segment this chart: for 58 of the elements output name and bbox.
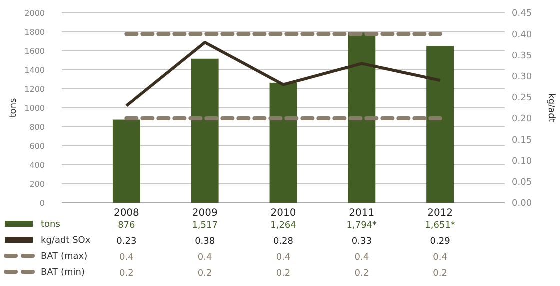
bar xyxy=(348,32,376,203)
y2-tick-label: 0.40 xyxy=(512,30,532,40)
data-label: 0.4 xyxy=(433,253,448,263)
bar xyxy=(270,82,298,203)
y-tick-label: 200 xyxy=(30,180,45,189)
y-tick-label: 1000 xyxy=(24,104,45,113)
x-tick-label: 2012 xyxy=(428,208,454,219)
y-tick-label: 2000 xyxy=(24,8,45,18)
y-tick-label: 1200 xyxy=(24,84,45,94)
legend-label: tons xyxy=(41,220,61,230)
y-tick-label: 1800 xyxy=(24,28,45,37)
legend-label: kg/adt SOx xyxy=(41,236,92,246)
y2-tick-label: 0.35 xyxy=(512,51,532,62)
y-axis-title: tons xyxy=(9,98,19,118)
data-label: 0.2 xyxy=(120,269,134,279)
data-label: 0.33 xyxy=(352,237,372,247)
data-label: 1,264 xyxy=(270,221,297,231)
data-label: 0.2 xyxy=(276,269,291,279)
x-tick-label: 2009 xyxy=(192,208,218,219)
data-label: 0.4 xyxy=(354,253,370,263)
y-tick-label: 1400 xyxy=(24,66,45,75)
y2-tick-label: 0.10 xyxy=(512,156,532,167)
line-series xyxy=(125,41,442,108)
x-tick-label: 2011 xyxy=(349,208,375,219)
data-label: 0.4 xyxy=(198,253,213,263)
data-label: 0.29 xyxy=(430,237,451,247)
y-tick-label: 800 xyxy=(30,122,45,132)
y-tick-label: 1600 xyxy=(24,46,45,56)
data-label: 0.4 xyxy=(120,253,134,263)
y2-tick-label: 0.20 xyxy=(512,114,532,125)
legend-label: BAT (min) xyxy=(41,268,85,278)
x-tick-label: 2008 xyxy=(114,208,140,219)
y2-tick-label: 0.30 xyxy=(512,72,532,82)
legend-label: BAT (max) xyxy=(41,252,88,262)
data-label: 0.2 xyxy=(354,269,370,279)
y2-tick-label: 0.05 xyxy=(512,178,532,188)
data-label: 1,794* xyxy=(346,221,378,231)
x-tick-label: 2010 xyxy=(270,208,296,219)
bar xyxy=(112,120,140,203)
y2-tick-label: 0.25 xyxy=(512,94,532,104)
data-label: 876 xyxy=(118,221,136,231)
bar xyxy=(191,58,219,203)
data-label: 0.2 xyxy=(433,269,448,279)
data-label: 0.4 xyxy=(276,253,291,263)
bar xyxy=(426,46,454,203)
y2-tick-label: 0.15 xyxy=(512,136,532,146)
data-label: 0.2 xyxy=(198,269,212,279)
data-label: 0.23 xyxy=(116,237,137,247)
y-tick-label: 400 xyxy=(30,160,45,170)
data-label: 0.28 xyxy=(273,237,294,247)
data-label: 0.38 xyxy=(195,237,216,247)
y2-axis-title: kg/adt xyxy=(546,94,556,123)
data-label: 1,651* xyxy=(425,221,456,231)
y-tick-label: 0 xyxy=(40,198,45,208)
y-tick-label: 600 xyxy=(30,142,45,151)
y2-tick-label: 0.45 xyxy=(512,9,532,20)
y2-tick-label: 0.00 xyxy=(512,199,532,210)
data-label: 1,517 xyxy=(192,221,218,231)
